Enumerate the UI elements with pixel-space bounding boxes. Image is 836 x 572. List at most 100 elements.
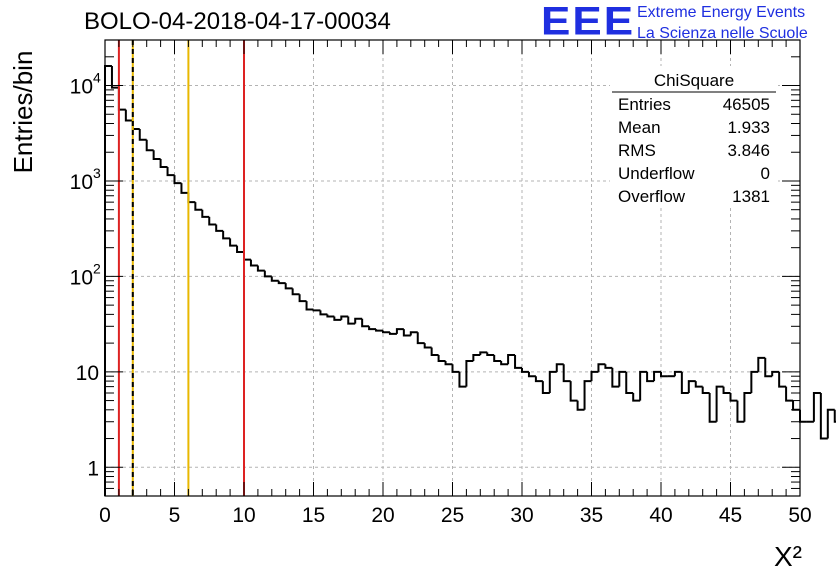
histogram-bin — [437, 355, 446, 362]
histogram-bin — [521, 367, 529, 373]
axis-ticks — [104, 40, 801, 496]
stats-label: Overflow — [618, 187, 686, 206]
histogram-bin — [500, 360, 509, 366]
histogram-bin — [395, 328, 404, 334]
y-tick-label-base: 10 — [76, 362, 99, 385]
histogram-bin — [256, 265, 265, 272]
y-tick-label: 10 2 — [70, 260, 101, 289]
stats-label: Mean — [618, 118, 661, 137]
histogram-bin — [583, 380, 592, 410]
histogram-bin — [375, 329, 383, 332]
histogram-bin — [430, 347, 439, 357]
histogram-bin — [673, 370, 682, 377]
histogram-bin — [819, 393, 828, 440]
histogram-bin — [208, 216, 217, 226]
y-tick-label: 10 4 — [70, 70, 101, 99]
histogram-bin — [319, 310, 328, 316]
x-tick-label: 0 — [99, 504, 111, 527]
histogram-bin — [124, 109, 133, 122]
histogram-bin — [708, 393, 717, 423]
histogram-bin — [340, 315, 349, 320]
stats-rows: Entries 46505 Mean 1.933 RMS 3.846 Underflow 0 O… — [618, 95, 770, 206]
histogram-bin — [465, 359, 474, 387]
y-tick-label-base: 1 — [87, 457, 99, 480]
histogram-bin — [333, 316, 342, 321]
histogram-bin — [382, 330, 390, 334]
x-tick-label: 15 — [302, 504, 325, 527]
histogram-bin — [249, 259, 258, 267]
histogram-bin — [305, 301, 314, 311]
histogram-bin — [166, 167, 175, 177]
histogram-bin — [604, 364, 613, 369]
histogram-bin — [555, 363, 564, 372]
x-tick-label: 45 — [719, 504, 742, 527]
histogram-bin — [514, 355, 522, 369]
stats-label: Underflow — [618, 164, 695, 183]
histogram-bin — [562, 364, 571, 383]
histogram-bin — [479, 351, 488, 356]
histogram-bin — [138, 129, 147, 141]
histogram-bin — [660, 371, 668, 378]
histogram-bin — [792, 400, 800, 411]
histogram-bin — [826, 408, 835, 439]
histogram-bin — [416, 332, 425, 345]
stats-label: RMS — [618, 141, 656, 160]
histogram-bin — [423, 343, 432, 349]
stats-value: 46505 — [723, 95, 770, 114]
histogram-bin — [764, 357, 773, 378]
eee-logo-line1: Extreme Energy Events — [637, 4, 806, 21]
eee-logo-line2: La Scienza nelle Scuole — [637, 25, 808, 42]
stats-box: ChiSquare Entries 46505 Mean 1.933 RMS 3.846 U… — [610, 66, 778, 206]
stats-value: 3.846 — [727, 141, 770, 160]
histogram-bin — [222, 230, 231, 240]
histogram-bin — [388, 332, 397, 335]
stats-title: ChiSquare — [654, 71, 734, 90]
histogram-bin — [451, 364, 460, 373]
eee-logo-mark: EEE — [541, 0, 636, 44]
histogram-bin — [277, 280, 286, 285]
histogram-bin — [284, 283, 293, 290]
histogram-bin — [715, 385, 724, 422]
histogram-bin — [145, 139, 154, 152]
histogram-bin — [778, 371, 787, 388]
histogram-bin — [833, 409, 836, 423]
histogram-bin — [263, 270, 272, 278]
histogram-bin — [701, 386, 710, 395]
x-tick-label: 50 — [788, 504, 811, 527]
histogram-bin — [611, 367, 620, 388]
histogram-bin — [590, 370, 599, 382]
histogram-bin — [799, 409, 807, 423]
histogram-bin — [215, 224, 224, 232]
histogram-bin — [173, 175, 182, 185]
y-tick-label: 10 — [76, 362, 99, 385]
histogram-bin — [757, 356, 766, 372]
x-tick-label: 20 — [371, 504, 394, 527]
y-tick-label: 1 — [87, 457, 99, 480]
histogram-bin — [354, 317, 363, 324]
x-tick-label: 5 — [169, 504, 181, 527]
histogram-bin — [694, 381, 703, 388]
cut-lines — [117, 40, 245, 496]
x-tick-label: 25 — [441, 504, 464, 527]
histogram-bin — [743, 392, 752, 422]
histogram-bin — [625, 371, 634, 395]
histogram-bin — [722, 386, 731, 395]
y-tick-label-base: 10 — [70, 76, 93, 99]
histogram-bin — [618, 370, 627, 387]
stats-value: 1.933 — [727, 118, 770, 137]
histogram-bin — [569, 381, 578, 402]
y-tick-label-exp: 3 — [93, 165, 101, 181]
histogram-bin — [486, 352, 495, 357]
histogram-bin — [632, 393, 641, 402]
histogram-bin — [312, 309, 321, 312]
x-axis-label: X² — [774, 541, 802, 572]
histogram-bin — [236, 245, 244, 254]
x-tick-label: 10 — [232, 504, 255, 527]
y-tick-label-exp: 4 — [93, 70, 101, 86]
y-tick-label-base: 10 — [70, 266, 93, 289]
histogram-bin — [270, 276, 279, 282]
stats-value: 0 — [761, 164, 770, 183]
x-tick-label: 40 — [649, 504, 672, 527]
